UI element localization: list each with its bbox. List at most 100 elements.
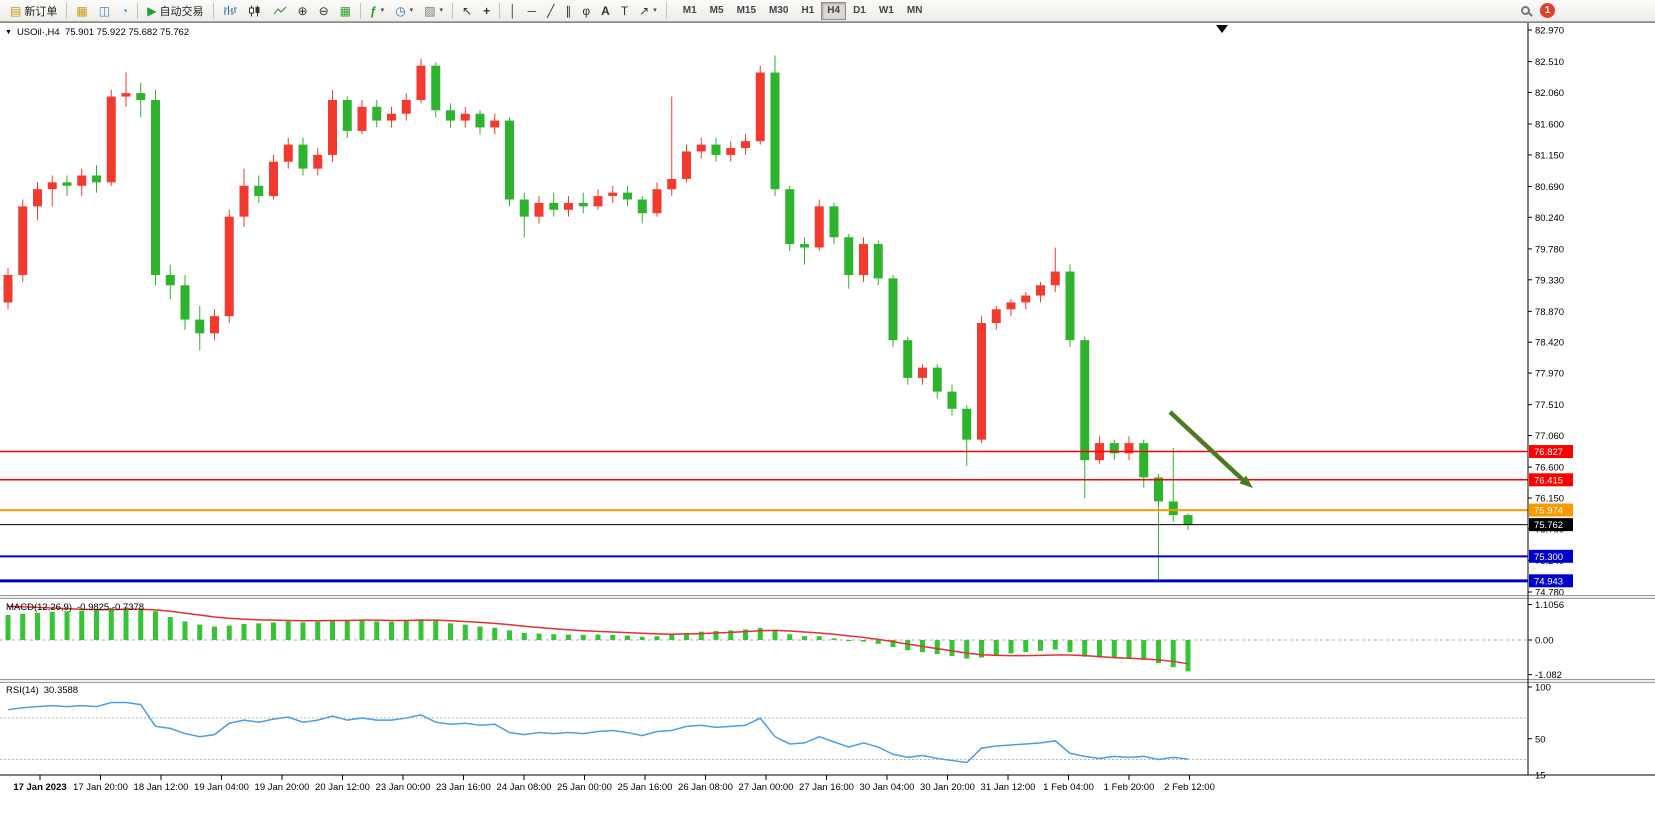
- timeframe-button-m5[interactable]: M5: [704, 2, 730, 20]
- toolbar-separator: [452, 2, 454, 19]
- timeframe-button-m30[interactable]: M30: [763, 2, 794, 20]
- candle: [224, 209, 234, 324]
- zoom-in-button[interactable]: ⊕: [293, 1, 313, 20]
- candle: [121, 72, 131, 107]
- vertical-line-icon: │: [509, 3, 517, 18]
- label-tool-button[interactable]: T: [616, 1, 633, 20]
- macd-bar: [964, 640, 970, 659]
- axis-label: 0.00: [1535, 636, 1554, 647]
- macd-bar: [108, 608, 114, 640]
- cursor-button[interactable]: ↖: [457, 1, 477, 20]
- text-tool-button[interactable]: A: [596, 1, 615, 20]
- main-toolbar: ▤ 新订单 ▦ ◫ ◔ ▶ 自动交易 ⊕ ⊖: [0, 0, 1655, 22]
- template-icon: ▨: [424, 3, 436, 18]
- candle: [210, 309, 219, 341]
- crosshair-button[interactable]: +: [478, 1, 495, 20]
- candle: [47, 175, 57, 207]
- chart-type-line-button[interactable]: [268, 1, 292, 20]
- candle: [180, 274, 190, 330]
- macd-bar: [1111, 640, 1117, 658]
- axis-label: 100: [1535, 683, 1551, 694]
- macd-bar: [698, 631, 704, 640]
- axis-label: 26 Jan 08:00: [678, 782, 733, 793]
- search-icon[interactable]: [1521, 6, 1530, 15]
- rsi-panel: 100 50 15: [0, 683, 1551, 782]
- timeframe-button-h4[interactable]: H4: [821, 1, 847, 20]
- chart-canvas[interactable]: 82.970 82.510 82.060 81.600 81.150 80.690 80.2…: [0, 22, 1655, 825]
- candle: [903, 336, 913, 385]
- new-order-button[interactable]: ▤ 新订单: [5, 1, 62, 20]
- autotrade-button[interactable]: ▶ 自动交易: [142, 1, 208, 20]
- macd-bar: [477, 626, 483, 640]
- macd-bar: [138, 608, 144, 640]
- candle: [342, 96, 352, 138]
- chart-title-row: ▼ USOil·,H4 75.901 75.922 75.682 75.762: [5, 27, 189, 38]
- macd-bar: [757, 627, 763, 640]
- horizontal-line-tool-button[interactable]: ─: [523, 1, 542, 20]
- macd-bar: [743, 629, 748, 640]
- candle: [3, 268, 13, 310]
- axis-label: 82.060: [1535, 88, 1564, 99]
- candles-layer: [3, 55, 1193, 581]
- macd-bar: [949, 640, 955, 656]
- vertical-line-tool-button[interactable]: │: [504, 1, 522, 20]
- timeframe-button-d1[interactable]: D1: [847, 2, 872, 20]
- macd-bar: [35, 612, 40, 640]
- trendline-tool-button[interactable]: ╱: [542, 1, 559, 20]
- macd-bar: [315, 621, 321, 640]
- periods-button[interactable]: ◷ ▾: [390, 1, 418, 20]
- macd-name: MACD(12,26,9): [6, 602, 72, 613]
- toolbar-separator: [359, 2, 361, 19]
- fibonacci-tool-button[interactable]: φ: [577, 1, 595, 20]
- macd-bar: [300, 622, 306, 640]
- arrow-annotation-head[interactable]: [1239, 475, 1253, 488]
- macd-bar: [654, 636, 660, 640]
- axis-label: 25 Jan 16:00: [618, 782, 673, 793]
- candle: [637, 196, 647, 224]
- profiles-button[interactable]: ◫: [94, 1, 115, 20]
- macd-bar: [684, 632, 689, 640]
- indicators-button[interactable]: ƒ ▾: [365, 1, 389, 20]
- templates-button[interactable]: ▨ ▾: [419, 1, 448, 20]
- chart-shift-marker[interactable]: [1216, 25, 1228, 33]
- indicators-icon: ƒ: [369, 3, 377, 18]
- rsi-value: 30.3588: [43, 685, 79, 696]
- axis-label: 15: [1535, 771, 1546, 782]
- macd-bar: [1023, 640, 1029, 653]
- axis-label: 77.970: [1535, 369, 1564, 380]
- chart-type-bars-button[interactable]: [218, 1, 242, 20]
- axis-label: 76.415: [1534, 475, 1563, 486]
- one-click-trading-toggle[interactable]: ▼: [5, 29, 12, 36]
- timeframe-button-w1[interactable]: W1: [873, 2, 900, 20]
- macd-bar: [79, 610, 85, 640]
- arrow-tools-button[interactable]: ↗ ▾: [634, 1, 662, 20]
- macd-bar: [403, 620, 409, 640]
- candle: [269, 154, 278, 200]
- panel-separators[interactable]: [0, 595, 1655, 683]
- candle: [785, 185, 795, 251]
- timeframe-button-h1[interactable]: H1: [795, 2, 820, 20]
- chart-type-candles-button[interactable]: [243, 1, 267, 20]
- axis-label: 23 Jan 16:00: [436, 782, 491, 793]
- macd-bar: [993, 640, 999, 656]
- macd-bar: [772, 630, 778, 640]
- zoom-out-button[interactable]: ⊖: [314, 1, 334, 20]
- macd-bar: [241, 624, 247, 640]
- macd-bar: [521, 632, 527, 640]
- timeframe-button-mn[interactable]: MN: [901, 2, 929, 20]
- channel-tool-button[interactable]: ∥: [560, 1, 576, 20]
- arrow-annotation[interactable]: [1168, 410, 1245, 482]
- timeframe-button-m15[interactable]: M15: [731, 2, 762, 20]
- macd-bar: [123, 607, 129, 640]
- tile-windows-button[interactable]: ▦: [335, 1, 356, 20]
- macd-bar: [330, 620, 335, 640]
- macd-bar: [359, 620, 365, 640]
- refresh-button[interactable]: ◔: [116, 1, 133, 20]
- macd-bar: [64, 611, 70, 640]
- notification-badge[interactable]: 1: [1540, 3, 1555, 18]
- axis-label: 50: [1535, 734, 1546, 745]
- candle: [1154, 473, 1163, 581]
- charts-window-button[interactable]: ▦: [71, 1, 92, 20]
- timeframe-button-m1[interactable]: M1: [677, 2, 703, 20]
- candle: [33, 182, 42, 221]
